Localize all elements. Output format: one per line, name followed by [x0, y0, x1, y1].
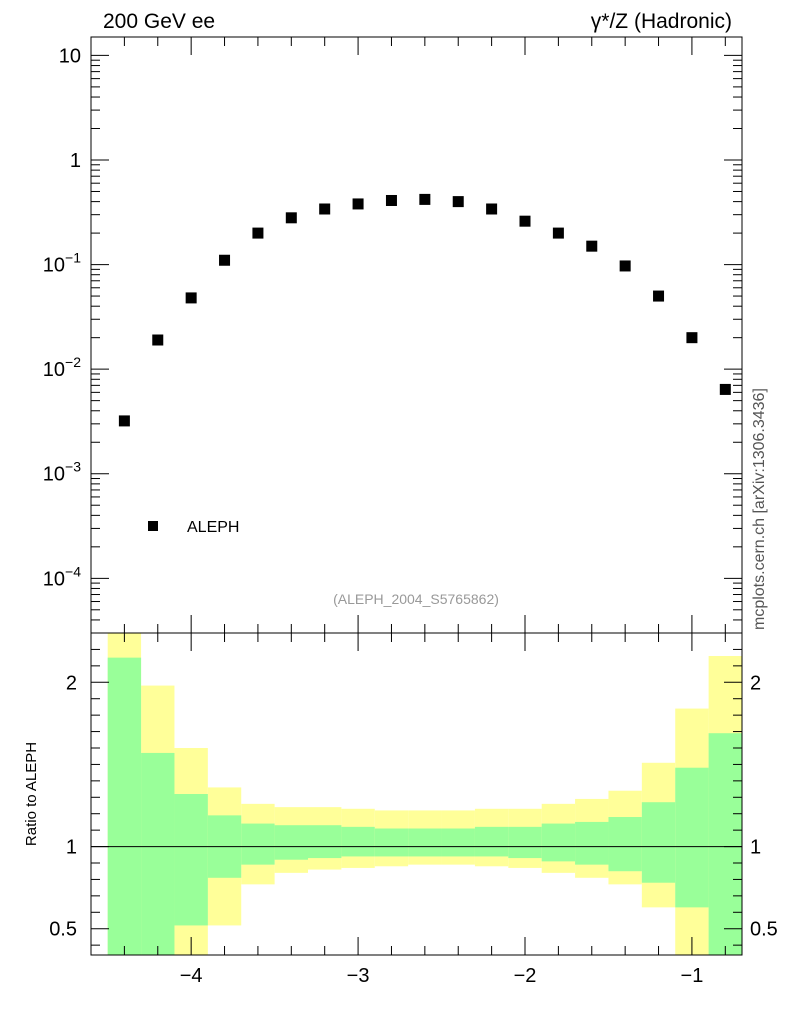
y-tick-label: 10−3: [43, 459, 81, 486]
legend-label: ALEPH: [187, 519, 239, 536]
green-band-bin: [708, 733, 742, 955]
plot-title-left: 200 GeV ee: [103, 10, 215, 33]
data-point: [385, 194, 397, 206]
green-band-bin: [575, 821, 609, 865]
data-point: [619, 260, 631, 272]
x-tick-label: −3: [347, 965, 370, 987]
ratio-x-tick-labels: −4 −3 −2 −1: [180, 965, 704, 987]
main-panel: 10 1 10−1 10−2 10−3 10−4 ALEPH (ALEPH_2004_S5…: [43, 36, 743, 634]
green-band-bin: [441, 828, 475, 857]
plot-title-right: γ*/Z (Hadronic): [591, 10, 732, 33]
green-band-bin: [107, 657, 142, 955]
ratio-y-tick-label: 2: [66, 672, 77, 694]
x-tick-label: −4: [180, 965, 203, 987]
main-y-tick-labels: 10 1 10−1 10−2 10−3 10−4: [43, 45, 81, 590]
ratio-y-tick-label: 1: [66, 837, 77, 859]
ratio-panel: 2 2 1 1 0.5 0.5 −4 −3 −2 −1 Ratio to ALEPH: [23, 632, 778, 987]
data-point: [452, 196, 464, 208]
data-point: [519, 215, 531, 227]
data-point: [586, 240, 598, 252]
y-tick-label: 1: [70, 150, 81, 172]
data-point: [419, 193, 431, 205]
data-point: [285, 212, 297, 224]
data-point: [118, 415, 130, 427]
green-band-bin: [474, 826, 509, 857]
ratio-y-tick-label: 0.5: [49, 919, 77, 941]
y-tick-label: 10−2: [43, 354, 81, 381]
ratio-y-tick-labels: 2 2 1 1 0.5 0.5: [49, 672, 778, 940]
legend-marker: [148, 521, 158, 531]
data-point: [185, 292, 197, 304]
data-point: [686, 332, 698, 344]
green-band-bin: [408, 828, 442, 857]
data-point: [219, 254, 231, 266]
data-point: [152, 334, 164, 346]
main-y-ticks: [91, 54, 742, 634]
green-band-bin: [508, 826, 542, 859]
green-band-bin: [341, 826, 375, 857]
ratio-y-axis-label: Ratio to ALEPH: [23, 742, 40, 846]
main-panel-frame: [90, 36, 743, 634]
green-band-bin: [541, 823, 576, 862]
ratio-y-tick-label-right: 1: [750, 837, 761, 859]
watermark: mcplots.cern.ch [arXiv:1306.3436]: [751, 388, 768, 630]
green-band-bin: [308, 825, 342, 859]
y-tick-label: 10−4: [43, 563, 81, 590]
ratio-panel-frame: [90, 632, 743, 956]
data-point: [252, 227, 264, 239]
ratio-y-ticks: [91, 648, 742, 946]
data-point: [552, 227, 564, 239]
data-point: [486, 203, 498, 215]
green-band-bin: [608, 817, 642, 872]
data-point: [653, 290, 665, 302]
green-band-bin: [174, 794, 208, 926]
y-tick-label: 10: [59, 45, 81, 67]
green-band-bin: [641, 802, 676, 883]
data-markers: [118, 193, 731, 427]
main-x-ticks: [90, 37, 726, 633]
ratio-x-ticks: [90, 633, 726, 955]
data-point: [719, 383, 731, 395]
analysis-label: (ALEPH_2004_S5765862): [333, 591, 499, 607]
green-band-bin: [241, 823, 275, 865]
ratio-y-tick-label-right: 0.5: [750, 919, 778, 941]
green-band-bin: [274, 825, 308, 860]
data-point: [352, 198, 364, 210]
green-band: [107, 657, 742, 955]
x-tick-label: −1: [681, 965, 704, 987]
green-band-bin: [374, 828, 409, 857]
x-tick-label: −2: [514, 965, 537, 987]
ratio-y-tick-label-right: 2: [750, 672, 761, 694]
data-point: [319, 203, 331, 215]
green-band-bin: [141, 752, 175, 955]
y-tick-label: 10−1: [43, 250, 81, 277]
green-band-bin: [675, 767, 709, 908]
